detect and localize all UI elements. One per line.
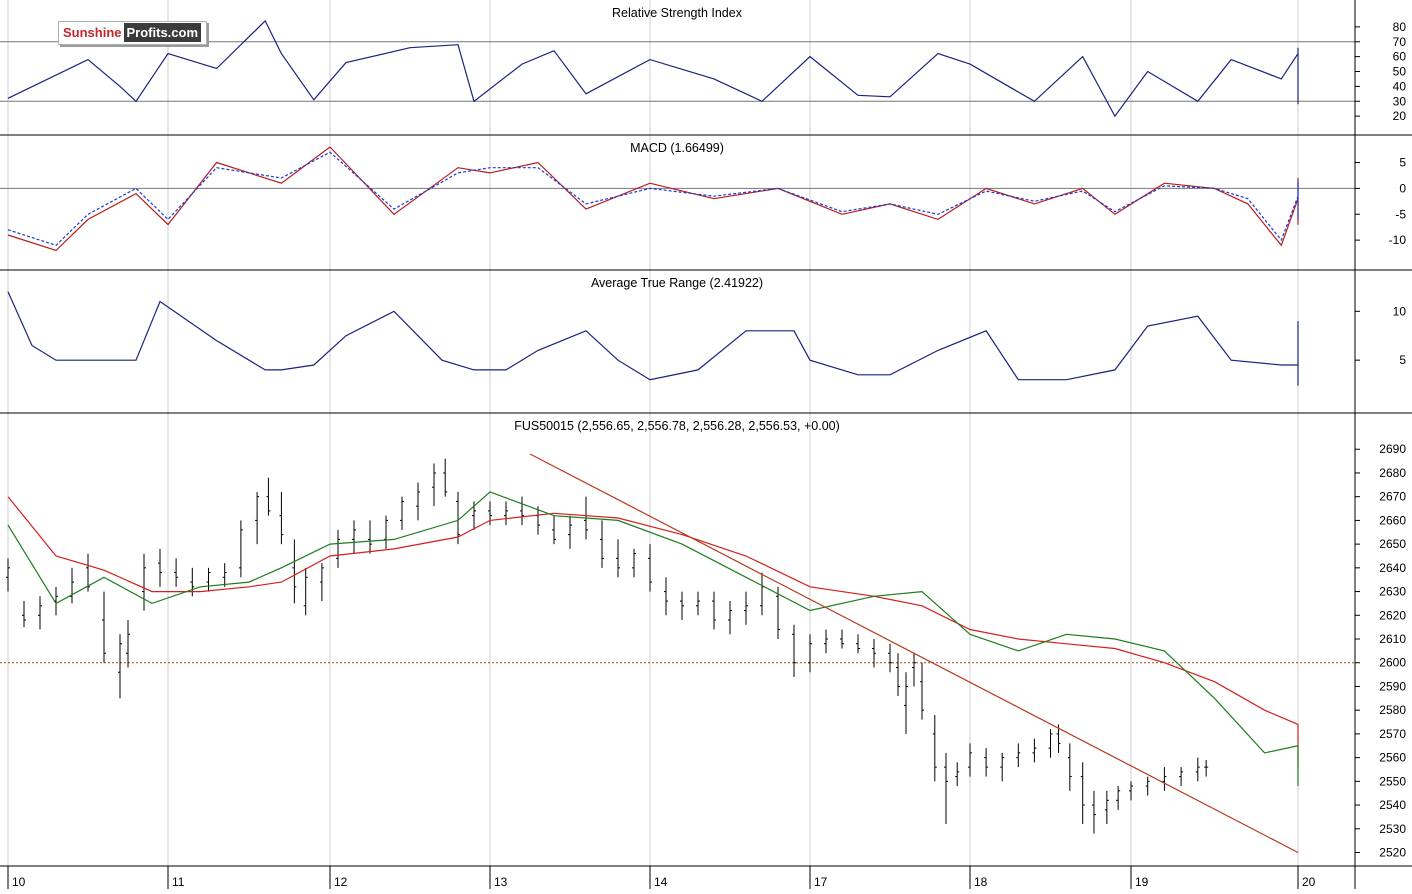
series-layer (6, 19, 1299, 854)
y-tick-label-price-2600: 2600 (1379, 656, 1406, 670)
y-tick-label-price-2580: 2580 (1379, 703, 1406, 717)
y-tick-label-macd--10: -10 (1389, 233, 1407, 247)
y-tick-label-macd--5: -5 (1395, 207, 1406, 221)
y-tick-label-price-2520: 2520 (1379, 846, 1406, 860)
y-tick-label-macd-5: 5 (1399, 156, 1406, 170)
y-tick-label-price-2570: 2570 (1379, 727, 1406, 741)
x-tick-label-19: 19 (1135, 875, 1149, 889)
y-tick-label-price-2630: 2630 (1379, 585, 1406, 599)
y-tick-label-price-2680: 2680 (1379, 466, 1406, 480)
logo-text-profits: Profits.com (123, 23, 202, 42)
atr-line (7, 291, 1299, 386)
x-tick-label-10: 10 (12, 875, 26, 889)
y-tick-label-price-2620: 2620 (1379, 608, 1406, 622)
panel-title-rsi: Relative Strength Index (612, 6, 743, 20)
panel-title-macd: MACD (1.66499) (630, 141, 724, 155)
x-tick-label-12: 12 (334, 875, 348, 889)
y-tick-label-price-2690: 2690 (1379, 442, 1406, 456)
y-tick-label-price-2670: 2670 (1379, 490, 1406, 504)
x-tick-label-20: 20 (1302, 875, 1316, 889)
y-tick-label-price-2590: 2590 (1379, 679, 1406, 693)
y-tick-label-price-2640: 2640 (1379, 561, 1406, 575)
y-tick-label-price-2610: 2610 (1379, 632, 1406, 646)
y-tick-label-price-2530: 2530 (1379, 822, 1406, 836)
x-tick-label-11: 11 (172, 875, 185, 889)
y-tick-label-atr-10: 10 (1393, 304, 1407, 318)
labels-layer: 10 11 12 13 14 17 18 19 2020304050607080Relative… (12, 6, 1406, 889)
x-tick-label-14: 14 (654, 875, 668, 889)
y-tick-label-atr-5: 5 (1399, 353, 1406, 367)
moving-average-fast (7, 491, 1299, 787)
panel-title-atr: Average True Range (2.41922) (591, 276, 763, 290)
rsi-line (7, 19, 1299, 118)
x-tick-label-13: 13 (494, 875, 508, 889)
panel-title-price: FUS50015 (2,556.65, 2,556.78, 2,556.28, … (514, 419, 840, 433)
y-tick-label-price-2560: 2560 (1379, 751, 1406, 765)
gridlines (0, 0, 1355, 866)
y-tick-label-rsi-70: 70 (1393, 35, 1407, 49)
y-tick-label-rsi-50: 50 (1393, 65, 1407, 79)
x-tick-label-17: 17 (814, 875, 828, 889)
y-tick-label-rsi-40: 40 (1393, 79, 1407, 93)
downtrend-line (529, 453, 1299, 854)
y-tick-label-rsi-20: 20 (1393, 109, 1407, 123)
y-tick-label-rsi-60: 60 (1393, 50, 1407, 64)
macd-line (7, 146, 1299, 252)
sunshine-profits-logo: Sunshine Profits.com (58, 21, 207, 45)
y-tick-label-rsi-30: 30 (1393, 94, 1407, 108)
x-tick-label-18: 18 (974, 875, 988, 889)
logo-text-sunshine: Sunshine (59, 25, 124, 40)
moving-average-slow (7, 496, 1299, 768)
y-tick-label-price-2550: 2550 (1379, 774, 1406, 788)
y-tick-label-price-2650: 2650 (1379, 537, 1406, 551)
y-tick-label-macd-0: 0 (1399, 181, 1406, 195)
y-tick-label-price-2540: 2540 (1379, 798, 1406, 812)
y-tick-label-rsi-80: 80 (1393, 20, 1407, 34)
y-tick-label-price-2660: 2660 (1379, 513, 1406, 527)
macd-signal-line (7, 151, 1299, 246)
